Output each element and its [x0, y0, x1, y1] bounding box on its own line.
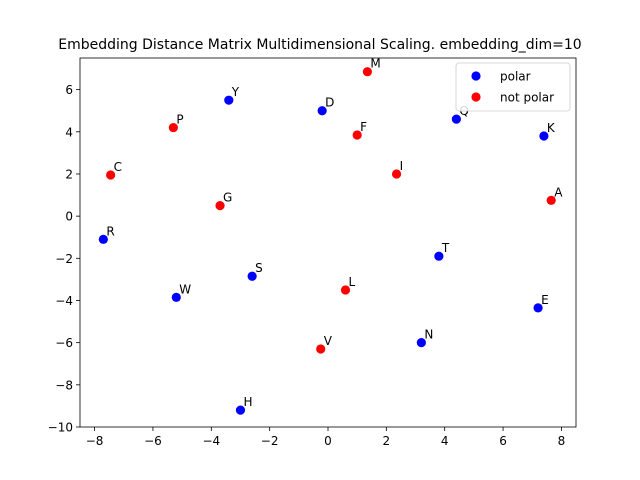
legend-label-not-polar: not polar — [500, 91, 554, 105]
point-label-A: A — [554, 185, 563, 199]
point-polar-D — [317, 106, 327, 116]
x-tick-label: 4 — [441, 434, 449, 448]
point-polar-Q — [451, 114, 461, 124]
point-polar-N — [416, 338, 426, 348]
y-tick-label: 4 — [65, 125, 73, 139]
x-tick-label: 0 — [324, 434, 332, 448]
point-label-V: V — [324, 334, 333, 348]
x-tick-label: 2 — [383, 434, 391, 448]
point-not-polar-F — [352, 130, 362, 140]
axes-frame — [79, 57, 577, 428]
point-not-polar-I — [391, 169, 402, 179]
x-tick-label: 6 — [499, 434, 507, 448]
point-polar-Y — [224, 95, 234, 105]
legend: polar not polar — [455, 62, 571, 112]
x-tick-label: −8 — [86, 434, 104, 448]
point-not-polar-P — [168, 122, 178, 133]
point-label-D: D — [325, 96, 334, 110]
point-label-R: R — [106, 224, 114, 238]
y-tick-label: −8 — [55, 378, 73, 392]
y-tick-label: −10 — [48, 421, 73, 435]
point-label-L: L — [349, 275, 356, 289]
x-tick-label: −4 — [202, 434, 220, 448]
point-label-K: K — [547, 121, 556, 135]
point-label-E: E — [541, 293, 549, 307]
point-label-I: I — [400, 159, 404, 173]
y-tick-label: −2 — [55, 252, 73, 266]
legend-label-polar: polar — [500, 70, 531, 84]
legend-marker-polar — [471, 71, 481, 81]
y-tick-label: 6 — [65, 83, 73, 97]
point-polar-H — [235, 405, 246, 415]
point-label-G: G — [223, 191, 232, 205]
point-not-polar-A — [546, 195, 556, 205]
point-label-T: T — [441, 241, 450, 255]
point-not-polar-V — [316, 344, 326, 354]
point-label-H: H — [243, 395, 252, 409]
point-label-F: F — [360, 120, 367, 134]
point-label-N: N — [424, 328, 433, 342]
y-tick-label: −4 — [55, 294, 73, 308]
point-label-C: C — [114, 160, 122, 174]
point-not-polar-C — [106, 170, 116, 180]
x-tick-label: −6 — [144, 434, 162, 448]
legend-marker-not-polar — [471, 92, 481, 102]
legend-frame — [455, 62, 571, 112]
point-label-W: W — [179, 282, 191, 296]
point-label-P: P — [176, 113, 183, 127]
point-polar-S — [247, 271, 257, 281]
y-tick-label: −6 — [55, 336, 73, 350]
point-not-polar-M — [362, 67, 372, 77]
x-tick-label: −2 — [261, 434, 279, 448]
chart-title: Embedding Distance Matrix Multidimension… — [58, 37, 581, 53]
point-polar-E — [533, 303, 543, 313]
point-not-polar-G — [215, 201, 225, 211]
point-label-Y: Y — [231, 85, 240, 99]
point-label-S: S — [255, 261, 263, 275]
point-not-polar-L — [340, 285, 351, 295]
point-label-M: M — [370, 57, 380, 71]
point-polar-T — [434, 251, 444, 261]
y-tick-label: 2 — [65, 167, 73, 181]
x-tick-label: 8 — [558, 434, 566, 448]
point-polar-W — [171, 292, 181, 302]
point-polar-K — [539, 131, 549, 141]
y-tick-label: 0 — [65, 210, 73, 224]
point-polar-R — [98, 234, 108, 244]
